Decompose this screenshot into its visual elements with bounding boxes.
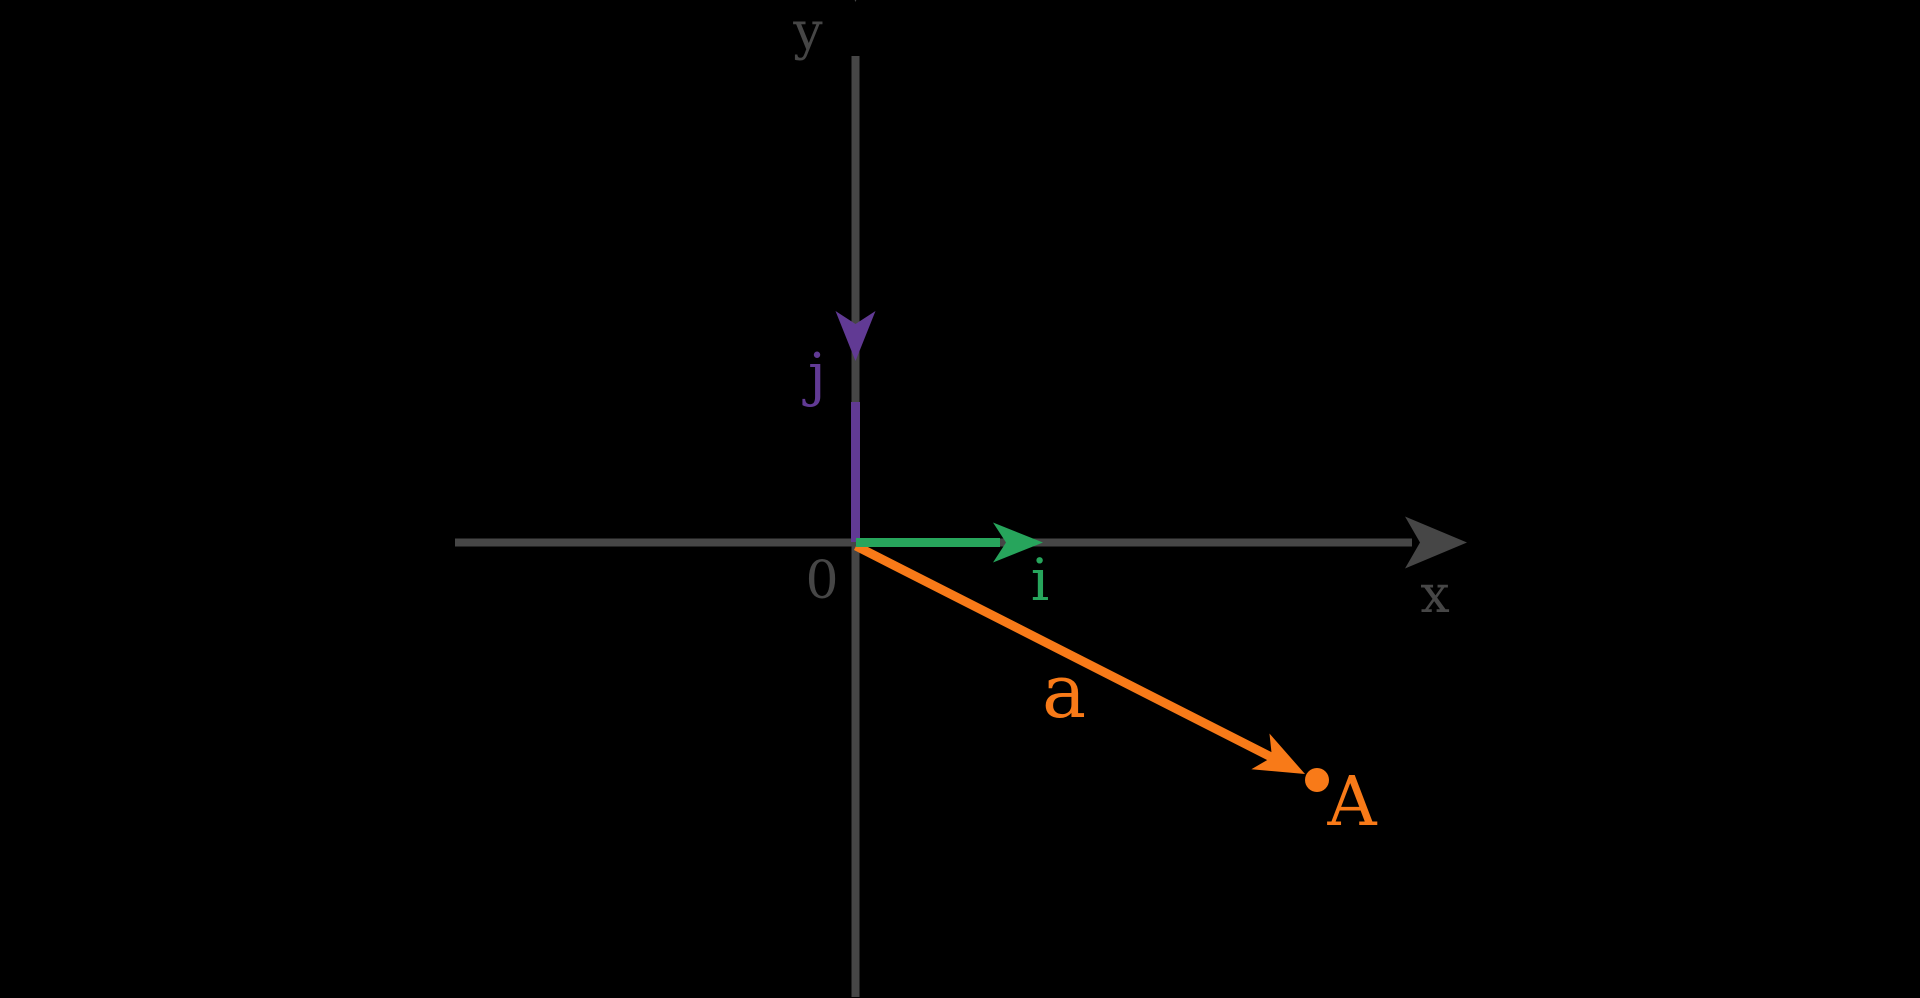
- origin-label: 0: [805, 551, 838, 611]
- x-axis-arrowhead-icon: [1405, 516, 1467, 569]
- x-axis-label: x: [1420, 565, 1449, 625]
- y-axis-label: y: [792, 2, 823, 62]
- point-A-dot: [1305, 768, 1329, 792]
- point-A-label: A: [1326, 763, 1377, 842]
- unit-vector-j-arrowhead-icon: [835, 311, 876, 361]
- unit-vector-j-label: j: [802, 340, 826, 408]
- vector-a-label: a: [1042, 649, 1086, 735]
- vector-a-arrowhead-icon: [1251, 733, 1305, 774]
- unit-vector-i-arrowhead-icon: [993, 522, 1043, 563]
- unit-vector-i-label: i: [1031, 546, 1050, 614]
- vector-a-line: [853, 541, 1278, 764]
- y-axis-arrowhead-icon: [829, 0, 882, 2]
